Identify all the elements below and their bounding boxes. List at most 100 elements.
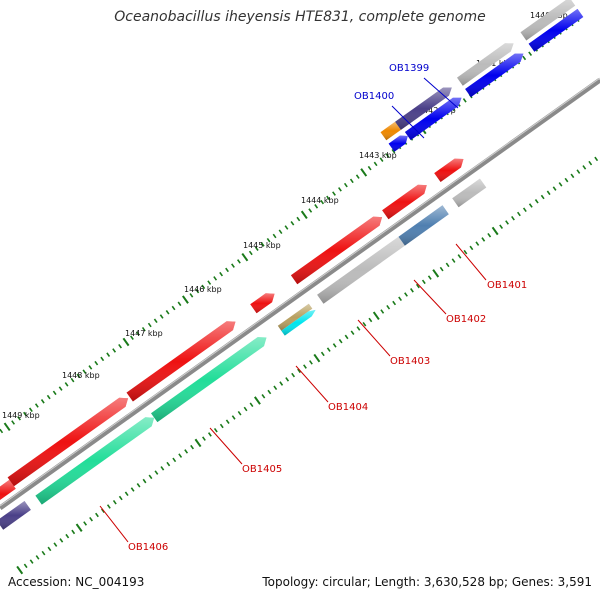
outer-tick bbox=[308, 208, 313, 213]
outer-tick bbox=[272, 233, 277, 239]
inner-tick bbox=[130, 487, 135, 492]
inner-tick bbox=[297, 368, 301, 374]
gene-block-blue-small bbox=[388, 135, 408, 152]
inner-tick bbox=[154, 470, 159, 475]
gene-block-OB1399 bbox=[395, 87, 452, 130]
leader-line-ob1405 bbox=[209, 427, 243, 465]
inner-tick bbox=[303, 364, 307, 369]
gene-label-ob1400[interactable]: OB1400 bbox=[354, 91, 394, 102]
leader-line-ob1401 bbox=[455, 243, 487, 281]
inner-tick bbox=[243, 406, 248, 412]
backbone-line bbox=[0, 77, 600, 511]
gene-block-gray-b bbox=[452, 178, 487, 208]
outer-tick bbox=[213, 276, 218, 281]
gene-label-ob1406[interactable]: OB1406 bbox=[128, 542, 168, 553]
gene-block-OB1405a bbox=[7, 397, 129, 487]
gene-block-OB1405 bbox=[151, 337, 267, 423]
inner-tick bbox=[89, 516, 93, 522]
inner-tick bbox=[59, 538, 64, 543]
outer-tick bbox=[64, 382, 69, 387]
inner-tick bbox=[564, 177, 569, 183]
outer-tick bbox=[88, 365, 93, 370]
inner-tick bbox=[344, 334, 349, 340]
outer-tick bbox=[177, 301, 182, 307]
outer-tick bbox=[254, 246, 259, 251]
outer-tick bbox=[385, 153, 390, 158]
outer-tick bbox=[284, 225, 289, 230]
inner-tick bbox=[432, 269, 440, 278]
inner-tick bbox=[35, 555, 40, 560]
outer-tick bbox=[219, 271, 224, 277]
leader-line-ob1402 bbox=[413, 279, 447, 315]
gene-leader-lines bbox=[99, 77, 487, 543]
inner-tick bbox=[487, 232, 492, 238]
outer-tick bbox=[165, 310, 170, 315]
gene-block-steel bbox=[398, 205, 449, 246]
gene-block-OB1403 bbox=[290, 216, 383, 285]
gene-block-blue-a bbox=[404, 97, 462, 141]
kbp-label: 1449 kbp bbox=[2, 411, 40, 420]
inner-tick bbox=[231, 415, 236, 420]
outer-tick bbox=[296, 216, 301, 222]
inner-tick bbox=[386, 305, 391, 310]
inner-tick bbox=[415, 283, 420, 289]
outer-tick bbox=[28, 407, 33, 413]
inner-tick bbox=[410, 288, 414, 293]
leader-line-ob1399 bbox=[423, 77, 459, 109]
gene-label-ob1405[interactable]: OB1405 bbox=[242, 464, 282, 475]
inner-tick bbox=[184, 449, 189, 454]
gene-label-ob1403[interactable]: OB1403 bbox=[390, 356, 430, 367]
outer-tick bbox=[462, 98, 467, 103]
inner-tick bbox=[285, 377, 290, 382]
outer-tick bbox=[343, 182, 348, 188]
outer-tick bbox=[135, 331, 140, 336]
gene-label-ob1401[interactable]: OB1401 bbox=[487, 280, 527, 291]
inner-tick bbox=[313, 353, 321, 363]
inner-tick bbox=[194, 438, 202, 448]
kbp-label: 1447 kbp bbox=[125, 329, 163, 338]
outer-tick bbox=[373, 161, 378, 167]
gene-block-OB1406 bbox=[35, 417, 155, 505]
inner-tick bbox=[481, 237, 486, 242]
gene-label-ob1404[interactable]: OB1404 bbox=[328, 402, 368, 413]
outer-tick bbox=[248, 250, 253, 256]
inner-tick bbox=[178, 453, 183, 458]
outer-tick bbox=[231, 263, 235, 268]
outer-tick bbox=[122, 337, 130, 347]
inner-tick bbox=[279, 381, 284, 386]
outer-tick bbox=[278, 229, 283, 235]
kbp-label: 1441 kbp bbox=[476, 59, 514, 68]
inner-tick bbox=[75, 523, 83, 532]
inner-tick bbox=[570, 173, 575, 179]
outer-tick bbox=[23, 411, 27, 417]
inner-tick bbox=[291, 372, 296, 378]
inner-tick bbox=[421, 279, 426, 285]
outer-tick bbox=[260, 242, 265, 247]
outer-tick bbox=[522, 55, 527, 61]
outer-tick bbox=[0, 428, 4, 434]
leader-line-ob1406 bbox=[99, 505, 129, 543]
outer-tick bbox=[94, 360, 99, 366]
map-title: Oceanobacillus iheyensis HTE831, complet… bbox=[114, 9, 486, 25]
inner-tick bbox=[47, 546, 52, 552]
inner-tick bbox=[392, 300, 397, 306]
inner-tick bbox=[404, 292, 408, 297]
gene-label-ob1402[interactable]: OB1402 bbox=[446, 314, 486, 325]
inner-tick bbox=[362, 321, 367, 327]
inner-tick bbox=[380, 309, 385, 314]
inner-tick bbox=[148, 474, 153, 480]
inner-tick bbox=[65, 533, 70, 539]
outer-tick bbox=[241, 252, 249, 262]
outer-tick bbox=[332, 191, 336, 196]
outer-tick bbox=[17, 416, 21, 421]
inner-tick bbox=[261, 394, 266, 399]
kbp-label: 1446 kbp bbox=[184, 285, 222, 294]
gene-block-lower-purple bbox=[0, 501, 31, 530]
gene-label-ob1399[interactable]: OB1399 bbox=[389, 63, 429, 74]
inner-tick-track bbox=[16, 156, 599, 575]
outer-tick bbox=[266, 237, 271, 243]
inner-tick bbox=[219, 423, 224, 429]
leader-line-ob1403 bbox=[357, 319, 391, 357]
outer-tick bbox=[130, 335, 134, 340]
inner-tick bbox=[160, 466, 165, 471]
